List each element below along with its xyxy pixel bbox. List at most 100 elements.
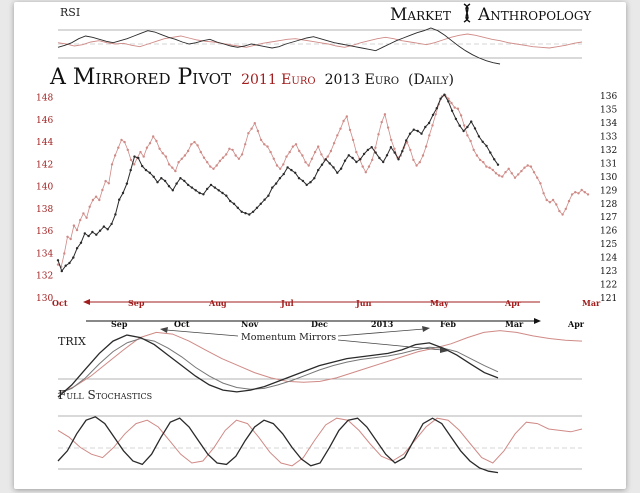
bottom-tick-label: Feb [440, 319, 456, 329]
price-point [120, 138, 123, 142]
price-point [393, 151, 396, 154]
price-point [371, 158, 374, 162]
right-tick-label: 122 [600, 281, 617, 291]
price-point [580, 188, 583, 192]
top-tick-label: Aug [208, 298, 227, 308]
price-point [174, 169, 177, 173]
price-point [481, 140, 484, 143]
price-point [561, 213, 564, 216]
price-point [456, 107, 460, 110]
price-point [82, 212, 85, 215]
annotation-arrowhead-right-2 [440, 347, 448, 353]
price-point [221, 156, 225, 159]
price-point [310, 157, 314, 160]
price-point [267, 194, 270, 197]
price-point [278, 177, 282, 180]
price-point [56, 263, 60, 266]
price-point [183, 179, 186, 183]
price-series-2013 [56, 93, 500, 273]
bottom-tick-label: Mar [505, 319, 524, 329]
price-point [374, 146, 377, 149]
price-point [469, 139, 472, 143]
title-main: A Mirrored Pivot [49, 65, 231, 90]
left-tick-label: 136 [36, 227, 53, 237]
price-point [332, 142, 336, 145]
price-point [142, 155, 145, 158]
price-point [290, 168, 293, 172]
left-tick-label: 138 [36, 205, 53, 215]
axis-arrowhead-2011 [83, 299, 90, 305]
price-point [517, 173, 520, 176]
top-tick-label: Oct [52, 298, 68, 308]
price-point [383, 113, 387, 116]
dna-helix-icon [463, 3, 471, 23]
price-point [431, 113, 435, 117]
price-point [470, 120, 473, 123]
price-point [364, 171, 367, 174]
price-point [361, 165, 364, 168]
brand-market: Market [390, 5, 451, 25]
price-point [209, 183, 213, 187]
price-point [286, 166, 289, 169]
right-tick-label: 123 [600, 267, 617, 277]
left-tick-label: 142 [36, 160, 53, 170]
price-point [397, 158, 400, 161]
price-point [466, 125, 469, 129]
price-point [420, 132, 423, 135]
price-point [380, 120, 383, 124]
title-period: (Daily) [408, 72, 454, 88]
price-point [117, 146, 120, 149]
price-point [298, 149, 301, 153]
price-point [297, 177, 301, 180]
price-point [186, 183, 190, 187]
price-point [332, 166, 335, 169]
price-point [424, 145, 428, 148]
price-point [212, 167, 215, 170]
price-point [87, 234, 90, 238]
bottom-tick-label: Apr [567, 319, 585, 329]
price-point [366, 148, 370, 152]
price-point [190, 186, 194, 189]
price-point [259, 202, 262, 205]
price-panel: 148 146 144 142 140 138 136 134 132 130 136 135 134… [36, 92, 617, 329]
price-point [466, 134, 469, 137]
price-line [57, 93, 499, 273]
price-point [163, 179, 167, 183]
price-point [324, 158, 327, 161]
price-point [167, 185, 171, 188]
price-point [401, 150, 404, 153]
left-tick-label: 130 [36, 294, 53, 304]
price-point [342, 119, 345, 123]
price-point [98, 198, 101, 202]
price-point [345, 115, 348, 118]
price-point [123, 140, 126, 144]
price-point [326, 155, 329, 158]
right-tick-label: 121 [600, 294, 617, 304]
price-point [416, 129, 419, 133]
price-point [232, 202, 236, 205]
price-point [393, 147, 396, 150]
price-point [421, 154, 425, 157]
price-point [94, 195, 98, 198]
trix-line-2013-signal [57, 337, 499, 395]
price-point [110, 222, 113, 226]
price-point [378, 156, 381, 160]
price-point [282, 163, 285, 166]
price-point [485, 144, 488, 148]
right-tick-label: 126 [600, 227, 617, 237]
price-point [129, 158, 133, 162]
price-point [317, 168, 320, 172]
price-point [95, 233, 98, 236]
right-axis: 136 135 134 133 132 131 130 129 128 127 126 125 124 1… [600, 92, 617, 304]
price-point [355, 150, 358, 154]
stoch-line-2013 [57, 416, 499, 474]
price-point [558, 209, 561, 213]
price-point [567, 199, 571, 203]
price-point [434, 113, 437, 116]
right-tick-label: 129 [600, 186, 617, 196]
price-point [141, 164, 144, 168]
price-point [206, 187, 209, 191]
bottom-axis-2013: Sep Oct Nov Dec 2013 Feb Mar Apr [111, 319, 585, 329]
annotation-arrowhead-right [422, 326, 430, 332]
price-point [339, 167, 343, 170]
